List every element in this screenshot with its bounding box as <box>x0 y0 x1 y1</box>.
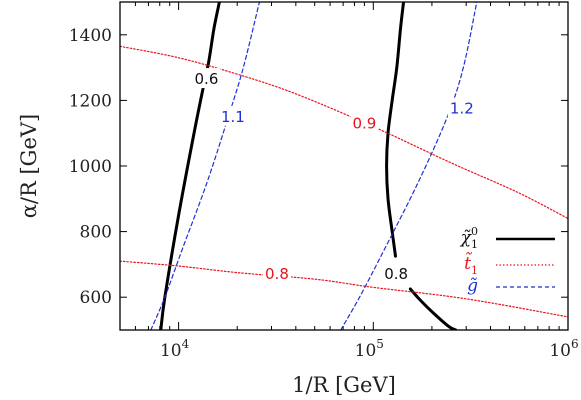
legend-label-stop: t̃1 <box>464 252 478 277</box>
series-line-neutralino-1 <box>385 2 406 258</box>
contour-label-neutralino-1: 0.8 <box>384 265 408 283</box>
series-line-gluino-5 <box>150 2 260 330</box>
y-tick-label: 600 <box>80 288 112 308</box>
contour-label-bg <box>382 263 411 284</box>
x-tick-label: 105 <box>355 337 384 361</box>
y-axis-title: α/R [GeV] <box>17 114 41 219</box>
x-axis-title: 1/R [GeV] <box>292 373 396 397</box>
x-tick-label: 106 <box>549 337 578 361</box>
y-tick-label: 1000 <box>69 157 112 177</box>
contour-labels: 0.6 0.8 0.9 0.8 1.1 1.2 <box>192 68 476 284</box>
legend-label-gluino: g̃ <box>467 276 478 296</box>
series-line-stop-3 <box>120 45 568 220</box>
contour-label-stop-4: 0.8 <box>265 265 289 283</box>
contour-label-stop-3: 0.9 <box>352 114 376 132</box>
contour-label-bg <box>350 112 379 133</box>
series-line-stop-4 <box>120 260 568 318</box>
contour-label-bg <box>192 68 221 89</box>
contour-label-neutralino-0: 0.6 <box>195 70 219 88</box>
series-group <box>120 2 568 330</box>
series-line-gluino-6 <box>340 2 478 330</box>
series-line-neutralino-0 <box>159 2 221 330</box>
contour-label-gluino-5: 1.1 <box>221 108 245 126</box>
contour-label-gluino-6: 1.2 <box>450 100 474 118</box>
legend: χ̃10t̃1g̃ <box>460 225 555 296</box>
legend-label-neutralino: χ̃10 <box>460 225 478 251</box>
y-tick-label: 1400 <box>69 26 112 46</box>
x-tick-label: 104 <box>160 337 190 361</box>
series-line-neutralino-2 <box>408 287 458 330</box>
axis-ticks <box>119 2 569 330</box>
y-tick-label: 1200 <box>69 91 112 111</box>
y-tick-label: 800 <box>80 223 112 243</box>
contour-label-bg <box>218 105 247 126</box>
contour-label-bg <box>447 97 476 118</box>
contour-label-bg <box>262 263 291 284</box>
